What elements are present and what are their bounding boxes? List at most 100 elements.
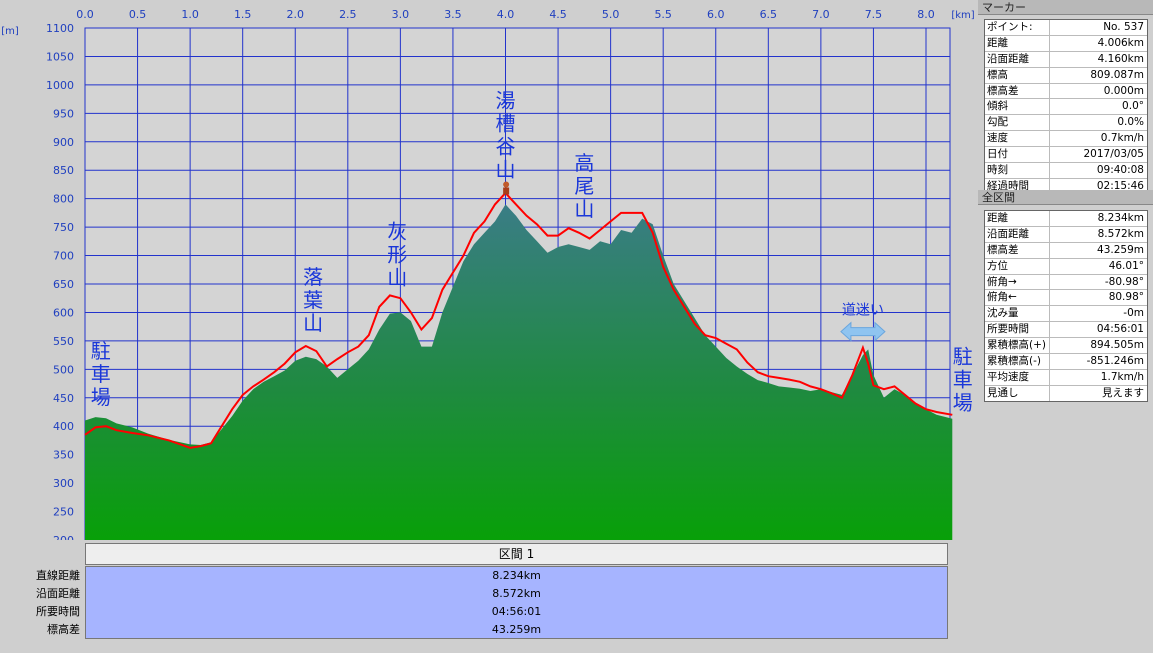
x-tick-label: 5.5 <box>654 8 672 21</box>
y-tick-label: 450 <box>53 392 74 405</box>
annotation-label: 道迷い <box>842 303 884 319</box>
info-key: 沿面距離 <box>985 51 1050 67</box>
y-tick-label: 350 <box>53 449 74 462</box>
info-key: ポイント: <box>985 20 1050 35</box>
x-tick-label: 8.0 <box>917 8 935 21</box>
y-tick-label: 900 <box>53 136 74 149</box>
terrain-area <box>85 204 953 540</box>
x-tick-label: 3.0 <box>392 8 410 21</box>
track-line <box>84 191 953 449</box>
x-unit-label: [km] <box>951 10 974 21</box>
y-tick-label: 250 <box>53 506 74 519</box>
section-stat-value: 8.234km <box>492 569 541 582</box>
y-tick-label: 650 <box>53 278 74 291</box>
y-tick-label: 750 <box>53 221 74 234</box>
info-key: 所要時間 <box>985 322 1050 338</box>
y-tick-label: 600 <box>53 306 74 319</box>
total-info-table: 距離 8.234km 沿面距離 8.572km 標高差 43.259m 方位 46.01° 俯角… <box>984 210 1148 402</box>
info-value: 80.98° <box>1108 291 1144 304</box>
info-key: 経過時間 <box>985 178 1050 194</box>
info-value: No. 537 <box>1103 21 1144 33</box>
annotation-label: 駐車場 <box>91 339 111 409</box>
info-row: 日付 2017/03/05 <box>985 147 1147 164</box>
info-value: 1.7km/h <box>1100 370 1144 383</box>
section-stat-value: 04:56:01 <box>491 605 542 618</box>
info-row: 沿面距離 4.160km <box>985 51 1147 68</box>
info-value: 43.259m <box>1097 243 1144 256</box>
info-key: 見通し <box>985 385 1050 401</box>
info-row: 速度 0.7km/h <box>985 131 1147 148</box>
y-tick-label: 200 <box>53 534 74 540</box>
y-tick-label: 500 <box>53 363 74 376</box>
info-value: 0.0° <box>1122 100 1144 113</box>
info-value: 02:15:46 <box>1096 179 1144 192</box>
x-tick-label: 2.0 <box>287 8 305 21</box>
section-stat-label: 標高差 <box>47 623 80 636</box>
detour-arrow-icon <box>840 321 886 342</box>
info-key: 累積標高(-) <box>985 354 1050 369</box>
y-tick-label: 550 <box>53 335 74 348</box>
y-tick-label: 700 <box>53 250 74 263</box>
info-row: 傾斜 0.0° <box>985 99 1147 116</box>
info-value: 8.572km <box>1097 227 1144 240</box>
section-stat-value: 8.572km <box>492 587 541 600</box>
y-tick-label: 300 <box>53 477 74 490</box>
total-panel-title: 全区間 <box>978 190 1153 205</box>
info-key: 距離 <box>985 35 1050 51</box>
info-row: 平均速度 1.7km/h <box>985 369 1147 386</box>
info-value: 09:40:08 <box>1096 164 1144 177</box>
annotation-label: 灰形山 <box>387 219 407 289</box>
info-row: 距離 4.006km <box>985 35 1147 52</box>
info-row: 標高差 43.259m <box>985 242 1147 259</box>
x-tick-label: 7.5 <box>865 8 883 21</box>
info-value: 0.000m <box>1103 84 1144 97</box>
section-stat-value: 43.259m <box>491 623 542 636</box>
info-row: 方位 46.01° <box>985 258 1147 275</box>
info-key: 俯角→ <box>985 274 1050 290</box>
info-row: 累積標高(+) 894.505m <box>985 338 1147 355</box>
info-row: 俯角← 80.98° <box>985 290 1147 307</box>
info-key: 日付 <box>985 147 1050 163</box>
info-row: ポイント: No. 537 <box>985 20 1147 36</box>
info-row: 沿面距離 8.572km <box>985 226 1147 243</box>
x-tick-label: 1.5 <box>234 8 252 21</box>
info-value: 見えます <box>1102 386 1144 399</box>
info-row: 累積標高(-) -851.246m <box>985 354 1147 370</box>
y-tick-label: 950 <box>53 107 74 120</box>
marker-panel-title: マーカー <box>978 0 1153 15</box>
info-key: 俯角← <box>985 290 1050 306</box>
x-tick-label: 4.5 <box>549 8 567 21</box>
info-value: 0.7km/h <box>1100 132 1144 145</box>
info-row: 俯角→ -80.98° <box>985 274 1147 291</box>
info-value: -0m <box>1123 307 1144 320</box>
info-row: 見通し 見えます <box>985 385 1147 401</box>
section-tab[interactable]: 区間 1 <box>85 543 948 565</box>
info-key: 標高差 <box>985 83 1050 99</box>
info-value: 894.505m <box>1090 339 1144 352</box>
info-key: 速度 <box>985 131 1050 147</box>
x-tick-label: 4.0 <box>497 8 515 21</box>
info-key: 沿面距離 <box>985 226 1050 242</box>
info-key: 沈み量 <box>985 306 1050 322</box>
info-key: 累積標高(+) <box>985 338 1050 354</box>
info-value: 4.160km <box>1097 52 1144 65</box>
x-tick-label: 3.5 <box>444 8 462 21</box>
elevation-chart: 1100 1050 1000 950 900 850 800 750 700 650 600 550 5… <box>1 8 975 540</box>
y-tick-label: 850 <box>53 164 74 177</box>
y-tick-label: 1000 <box>46 79 74 92</box>
info-row: 経過時間 02:15:46 <box>985 178 1147 194</box>
info-value: -80.98° <box>1104 275 1144 288</box>
x-tick-label: 0.5 <box>129 8 147 21</box>
x-tick-label: 7.0 <box>812 8 830 21</box>
info-row: 勾配 0.0% <box>985 115 1147 132</box>
info-row: 所要時間 04:56:01 <box>985 322 1147 339</box>
x-tick-label: 6.0 <box>707 8 725 21</box>
annotation-label: 落葉山 <box>303 265 323 335</box>
y-tick-label: 1100 <box>46 22 74 35</box>
x-tick-label: 0.0 <box>76 8 94 21</box>
info-value: 04:56:01 <box>1096 323 1144 336</box>
info-value: 2017/03/05 <box>1083 148 1144 161</box>
y-tick-label: 800 <box>53 193 74 206</box>
info-value: 4.006km <box>1097 36 1144 49</box>
info-key: 傾斜 <box>985 99 1050 115</box>
